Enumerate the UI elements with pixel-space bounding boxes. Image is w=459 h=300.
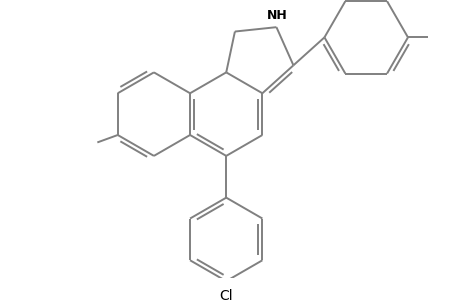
Text: Cl: Cl bbox=[219, 289, 233, 300]
Text: NH: NH bbox=[266, 9, 287, 22]
